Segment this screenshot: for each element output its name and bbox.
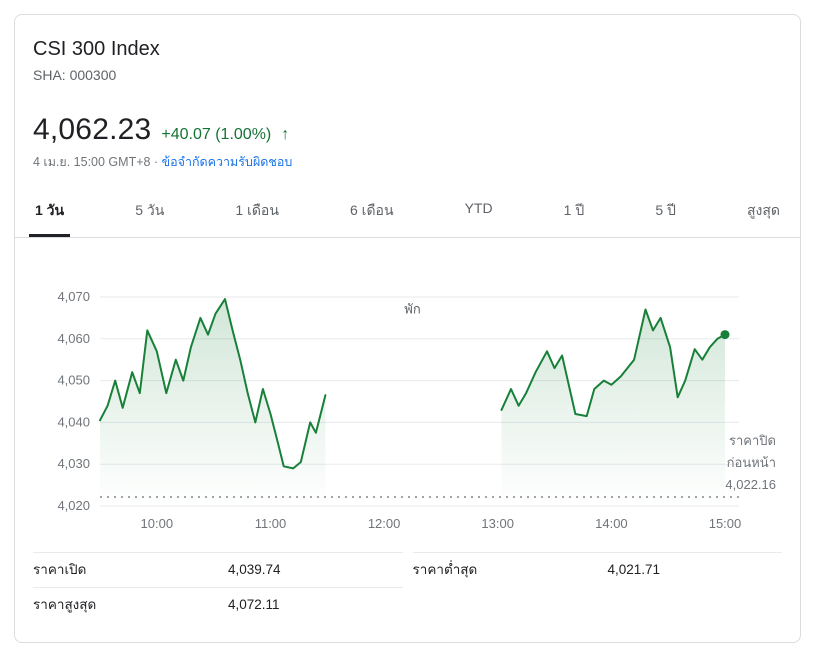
- range-tabs: 1 วัน 5 วัน 1 เดือน 6 เดือน YTD 1 ปี 5 ปี สูงสุ…: [15, 187, 800, 238]
- stat-open-value: 4,039.74: [228, 562, 281, 577]
- quote-timestamp: 4 เม.ย. 15:00 GMT+8 ·: [33, 155, 159, 169]
- stat-low: ราคาต่ำสุด 4,021.71: [412, 552, 782, 587]
- tab-1-month[interactable]: 1 เดือน: [235, 202, 279, 218]
- stat-high-value: 4,072.11: [228, 597, 280, 612]
- tab-ytd[interactable]: YTD: [464, 200, 493, 216]
- price-chart[interactable]: 4,070 4,060 4,050 4,040 4,030 4,020 10:00 11:00…: [33, 262, 782, 542]
- price-section: 4,062.23 +40.07 (1.00%) ↑: [15, 111, 800, 149]
- x-axis-tick-label: 14:00: [595, 516, 628, 531]
- quote-meta: 4 เม.ย. 15:00 GMT+8 · ข้อจำกัดความรับผิด…: [15, 153, 800, 171]
- tab-1-year[interactable]: 1 ปี: [563, 202, 585, 218]
- market-break-label: พัก: [404, 302, 420, 317]
- stat-low-label: ราคาต่ำสุด: [412, 562, 478, 577]
- tab-5-day[interactable]: 5 วัน: [135, 202, 165, 218]
- y-axis-tick-label: 4,050: [57, 373, 90, 388]
- stat-high: ราคาสูงสุด 4,072.11: [33, 587, 403, 622]
- stat-low-value: 4,021.71: [607, 562, 661, 577]
- tab-max[interactable]: สูงสุด: [746, 202, 780, 218]
- y-axis-tick-label: 4,070: [57, 289, 90, 304]
- x-axis-tick-label: 12:00: [368, 516, 401, 531]
- morning-session-area: [100, 299, 326, 506]
- tab-5-year[interactable]: 5 ปี: [655, 202, 676, 218]
- previous-close-label-line2: ก่อนหน้า: [727, 455, 776, 470]
- afternoon-session-line: [500, 308, 726, 418]
- x-axis-tick-label: 15:00: [709, 516, 742, 531]
- stats-grid: ราคาเปิด 4,039.74 ราคาต่ำสุด 4,021.71 รา…: [15, 552, 800, 622]
- x-axis-tick-label: 10:00: [141, 516, 174, 531]
- finance-card: CSI 300 Index SHA: 000300 4,062.23 +40.0…: [14, 14, 801, 643]
- y-axis-tick-label: 4,030: [57, 456, 90, 471]
- stat-empty: [413, 587, 783, 622]
- y-axis-tick-label: 4,020: [57, 498, 90, 513]
- previous-close-label-line1: ราคาปิด: [729, 433, 776, 448]
- stat-open-label: ราคาเปิด: [33, 562, 87, 577]
- price-change: +40.07 (1.00%): [161, 126, 272, 143]
- disclaimer-link[interactable]: ข้อจำกัดความรับผิดชอบ: [161, 155, 293, 169]
- morning-session-line: [99, 298, 327, 470]
- y-axis-tick-label: 4,040: [57, 414, 90, 429]
- stat-high-label: ราคาสูงสุด: [33, 597, 97, 612]
- current-price-marker: [720, 330, 730, 340]
- ticker-symbol: SHA: 000300: [33, 67, 117, 83]
- afternoon-session-area: [501, 309, 725, 506]
- x-axis-tick-label: 11:00: [255, 516, 287, 531]
- tab-1-day[interactable]: 1 วัน: [25, 187, 74, 237]
- chart-area[interactable]: 4,070 4,060 4,050 4,040 4,030 4,020 10:00 11:00…: [33, 262, 782, 542]
- card-header: CSI 300 Index SHA: 000300: [15, 15, 800, 85]
- stat-open: ราคาเปิด 4,039.74: [33, 552, 403, 587]
- y-axis-tick-label: 4,060: [57, 331, 90, 346]
- tab-6-month[interactable]: 6 เดือน: [349, 202, 394, 218]
- previous-close-value: 4,022.16: [725, 477, 776, 492]
- page-title: CSI 300 Index: [33, 38, 160, 60]
- current-price: 4,062.23: [33, 113, 152, 146]
- arrow-up-icon: ↑: [281, 126, 290, 143]
- x-axis-tick-label: 13:00: [481, 516, 514, 531]
